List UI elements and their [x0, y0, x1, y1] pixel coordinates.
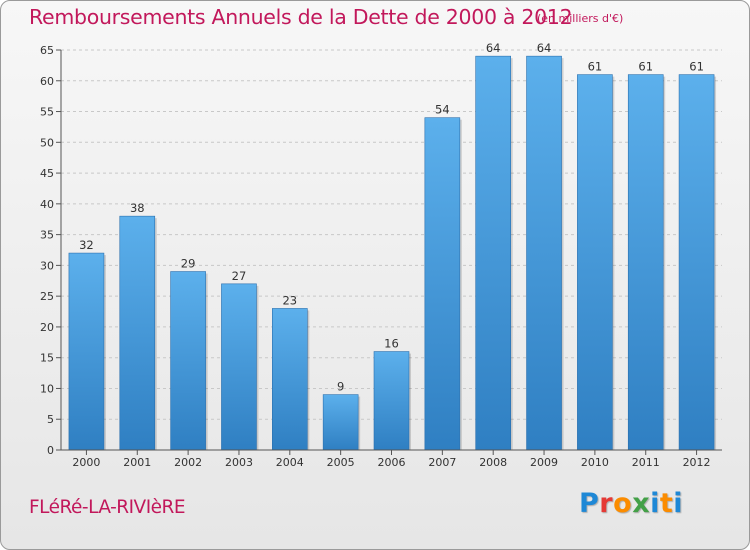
- value-label: 23: [282, 293, 297, 307]
- bar: [119, 215, 156, 451]
- axes: [60, 50, 722, 455]
- bars: [68, 55, 717, 451]
- chart-title: Remboursements Annuels de la Dette de 20…: [29, 5, 573, 29]
- x-tick-labels: 2000 2001 2002 2003 2004 2005 2006 2007 2008 2009…: [72, 456, 710, 469]
- x-tick-label: 2008: [479, 456, 507, 469]
- value-label: 38: [130, 201, 145, 215]
- logo-letter: t: [659, 488, 674, 519]
- x-tick-label: 2003: [225, 456, 253, 469]
- value-label: 61: [689, 60, 704, 74]
- y-tick-label: 65: [40, 44, 54, 57]
- value-label: 54: [435, 103, 450, 117]
- value-label: 29: [181, 257, 196, 271]
- y-tick-label: 20: [40, 321, 54, 334]
- value-label: 61: [588, 60, 603, 74]
- bar: [678, 74, 715, 451]
- bar: [221, 283, 257, 451]
- value-label: 16: [384, 337, 399, 351]
- value-label: 64: [486, 41, 501, 55]
- x-tick-label: 2005: [327, 456, 355, 469]
- x-tick-label: 2004: [276, 456, 304, 469]
- x-tick-label: 2010: [581, 456, 609, 469]
- y-tick-label: 0: [47, 444, 54, 457]
- logo-letter: x: [632, 488, 651, 519]
- bar: [272, 308, 308, 451]
- y-tick-label: 55: [40, 106, 54, 119]
- x-tick-label: 2001: [123, 456, 151, 469]
- bar: [424, 117, 461, 451]
- logo-letter: r: [599, 488, 614, 519]
- bar: [68, 252, 105, 451]
- x-tick-label: 2000: [72, 456, 100, 469]
- value-label: 27: [232, 269, 247, 283]
- x-tick-label: 2009: [530, 456, 558, 469]
- y-tick-label: 30: [40, 259, 54, 272]
- y-tick-label: 50: [40, 136, 54, 149]
- value-label: 9: [337, 380, 344, 394]
- bar: [627, 74, 664, 451]
- y-tick-label: 15: [40, 352, 54, 365]
- town-name: FLéRé-LA-RIVIèRE: [29, 497, 186, 518]
- y-tick-label: 45: [40, 167, 54, 180]
- x-tick-label: 2007: [428, 456, 456, 469]
- y-tick-label: 60: [40, 75, 54, 88]
- bar: [577, 74, 613, 451]
- bar: [526, 55, 562, 451]
- logo-letter: o: [613, 488, 633, 519]
- bar: [475, 55, 511, 451]
- x-tick-label: 2012: [683, 456, 711, 469]
- bar: [373, 351, 410, 451]
- bar: [170, 271, 206, 451]
- logo-letter: P: [579, 488, 600, 519]
- logo-letter: i: [650, 488, 660, 519]
- value-label: 32: [79, 238, 94, 252]
- y-tick-label: 5: [47, 413, 54, 426]
- value-label: 64: [537, 41, 552, 55]
- y-tick-label: 35: [40, 229, 54, 242]
- logo-letter: i: [673, 488, 684, 519]
- x-tick-label: 2011: [632, 456, 660, 469]
- unit-label: (en milliers d'€): [537, 12, 624, 25]
- value-label: 61: [638, 60, 653, 74]
- value-labels: 32 38 29 27 23 9 16 54 64 64 61 61 61: [79, 41, 704, 393]
- proxiti-logo: Proxiti: [579, 488, 683, 519]
- y-tick-labels: 0 5 10 15 20 25 30 35 40 45 50 55 60 65: [40, 44, 54, 457]
- bar: [322, 394, 359, 451]
- x-tick-label: 2006: [378, 456, 406, 469]
- y-tick-label: 40: [40, 198, 54, 211]
- x-tick-label: 2002: [174, 456, 202, 469]
- y-tick-label: 25: [40, 290, 54, 303]
- y-tick-label: 10: [40, 382, 54, 395]
